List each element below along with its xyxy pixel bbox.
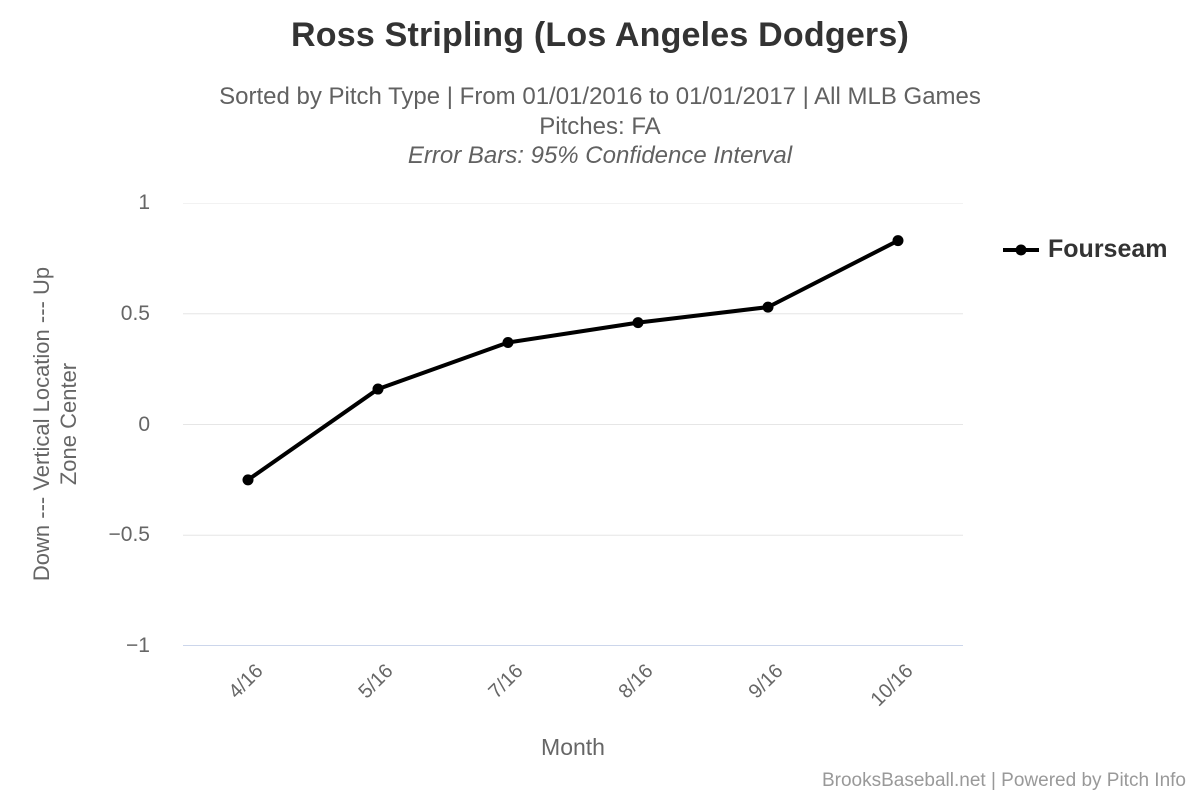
chart-subtitle-line-3: Error Bars: 95% Confidence Interval bbox=[407, 142, 793, 169]
chart-title: Ross Stripling (Los Angeles Dodgers) bbox=[290, 16, 909, 54]
y-tick-label: 0 bbox=[138, 412, 150, 436]
y-tick-label: −0.5 bbox=[108, 523, 150, 547]
legend-series-marker-icon bbox=[1003, 244, 1039, 255]
data-point-8/16[interactable] bbox=[632, 317, 644, 329]
series-line-fourseam bbox=[246, 238, 900, 482]
x-tick-label: 5/16 bbox=[354, 660, 398, 704]
y-tick-label: 1 bbox=[138, 191, 150, 214]
data-point-4/16[interactable] bbox=[242, 474, 254, 486]
legend-label: Fourseam bbox=[1048, 235, 1168, 263]
data-point-5/16[interactable] bbox=[372, 383, 384, 395]
x-axis-title: Month bbox=[541, 734, 605, 760]
x-tick-label: 10/16 bbox=[866, 660, 918, 711]
plot-area bbox=[183, 202, 963, 647]
chart-subtitle-line-1: Sorted by Pitch Type | From 01/01/2016 t… bbox=[219, 83, 981, 110]
line-chart-svg bbox=[183, 202, 963, 647]
chart-subtitle-line-2: Pitches: FA bbox=[539, 113, 661, 140]
data-point-7/16[interactable] bbox=[502, 337, 514, 349]
x-tick-label: 7/16 bbox=[484, 660, 528, 704]
x-tick-label: 9/16 bbox=[744, 660, 788, 704]
data-point-9/16[interactable] bbox=[762, 301, 774, 313]
credits-link[interactable]: BrooksBaseball.net | Powered by Pitch In… bbox=[821, 770, 1186, 791]
y-tick-label: 0.5 bbox=[120, 301, 150, 325]
x-tick-label: 8/16 bbox=[614, 660, 658, 704]
data-point-10/16[interactable] bbox=[892, 235, 904, 247]
legend-item-fourseam[interactable]: Fourseam bbox=[1003, 235, 1167, 264]
x-tick-label: 4/16 bbox=[224, 660, 268, 704]
y-tick-label: −1 bbox=[126, 634, 150, 657]
